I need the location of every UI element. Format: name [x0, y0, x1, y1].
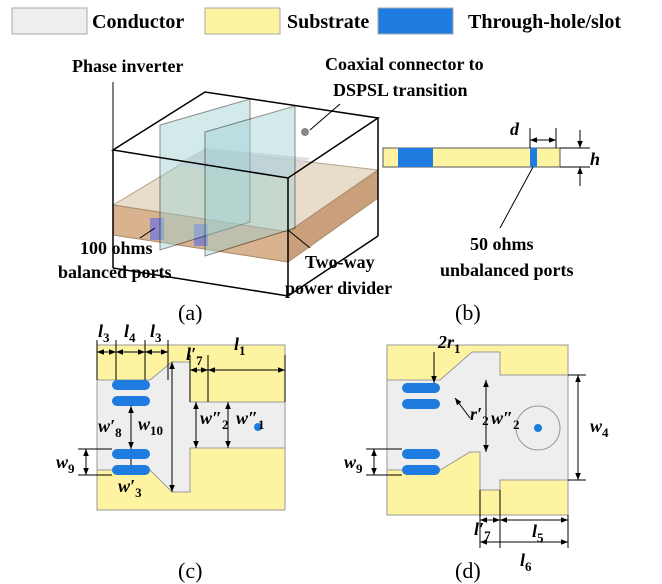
dimension-symbol: w″: [491, 408, 513, 428]
label: Phase inverter: [72, 56, 183, 76]
dimension-label: h: [590, 149, 600, 169]
dimension-subscript: 4: [602, 425, 609, 440]
dimension-symbol: d: [510, 119, 520, 139]
dimension-symbol: w′: [98, 416, 115, 436]
label: 50 ohms: [470, 234, 534, 254]
dimension-subscript: 3: [155, 330, 162, 345]
dimension-label: l6: [520, 550, 532, 574]
label: unbalanced ports: [440, 260, 574, 280]
label: 100 ohms: [80, 238, 153, 258]
dimension-symbol: h: [590, 149, 600, 169]
label: Coaxial connector to: [325, 54, 484, 74]
caption: (c): [178, 558, 202, 583]
dimension-subscript: 6: [525, 559, 532, 574]
panel-b: [383, 128, 590, 228]
legend-label: Conductor: [92, 11, 184, 33]
dimension-symbol: 2r: [437, 332, 455, 352]
caption: (a): [178, 300, 202, 325]
dimension-label: d: [510, 119, 520, 139]
dimension-subscript: 1: [454, 341, 461, 356]
dimension-subscript: 7: [484, 528, 491, 543]
dimension-label: l4: [124, 321, 136, 345]
dimension-symbol: w′: [118, 476, 135, 496]
dimension-subscript: 4: [129, 330, 136, 345]
legend-label: Through-hole/slot: [468, 11, 621, 33]
dimension-label: l3: [98, 321, 110, 345]
dimension-label: w9: [56, 452, 75, 476]
dimension-label: l5: [532, 521, 544, 545]
dimension-subscript: 5: [537, 530, 544, 545]
dimension-symbol: w″: [236, 408, 258, 428]
label: balanced ports: [58, 262, 172, 282]
dimension-symbol: l′: [186, 344, 196, 364]
dimension-label: w9: [344, 452, 363, 476]
dimension-subscript: 3: [135, 485, 142, 500]
figure: Conductor Substrate Through-hole/slot: [0, 0, 662, 584]
legend: Conductor Substrate Through-hole/slot: [12, 8, 621, 34]
dimension-symbol: l′: [474, 519, 484, 539]
label: Two-way: [305, 252, 375, 272]
dimension-subscript: 1: [239, 343, 246, 358]
dimension-subscript: 8: [115, 425, 122, 440]
caption: (d): [455, 558, 481, 583]
dimension-subscript: 2: [513, 417, 520, 432]
legend-swatch: [205, 8, 280, 34]
dimension-symbol: w″: [200, 408, 222, 428]
dimension-subscript: 1: [258, 417, 265, 432]
label: DSPSL transition: [333, 80, 468, 100]
dimension-subscript: 9: [356, 461, 363, 476]
legend-swatch: [378, 8, 453, 34]
dimension-subscript: 2: [222, 417, 229, 432]
legend-label: Substrate: [287, 11, 369, 33]
dimension-label: l3: [150, 321, 162, 345]
caption: (b): [455, 300, 481, 325]
label: power divider: [285, 278, 392, 298]
dimension-subscript: 7: [196, 353, 203, 368]
panel-d: [366, 345, 586, 548]
dimension-subscript: 9: [68, 461, 75, 476]
dimension-label: l′7: [474, 519, 491, 543]
dimension-subscript: 3: [103, 330, 110, 345]
legend-swatch: [12, 8, 87, 34]
dimension-subscript: 10: [150, 423, 163, 438]
dimension-subscript: 2: [482, 413, 489, 428]
dimension-label: w4: [590, 416, 609, 440]
dimension-symbol: r′: [470, 404, 482, 424]
